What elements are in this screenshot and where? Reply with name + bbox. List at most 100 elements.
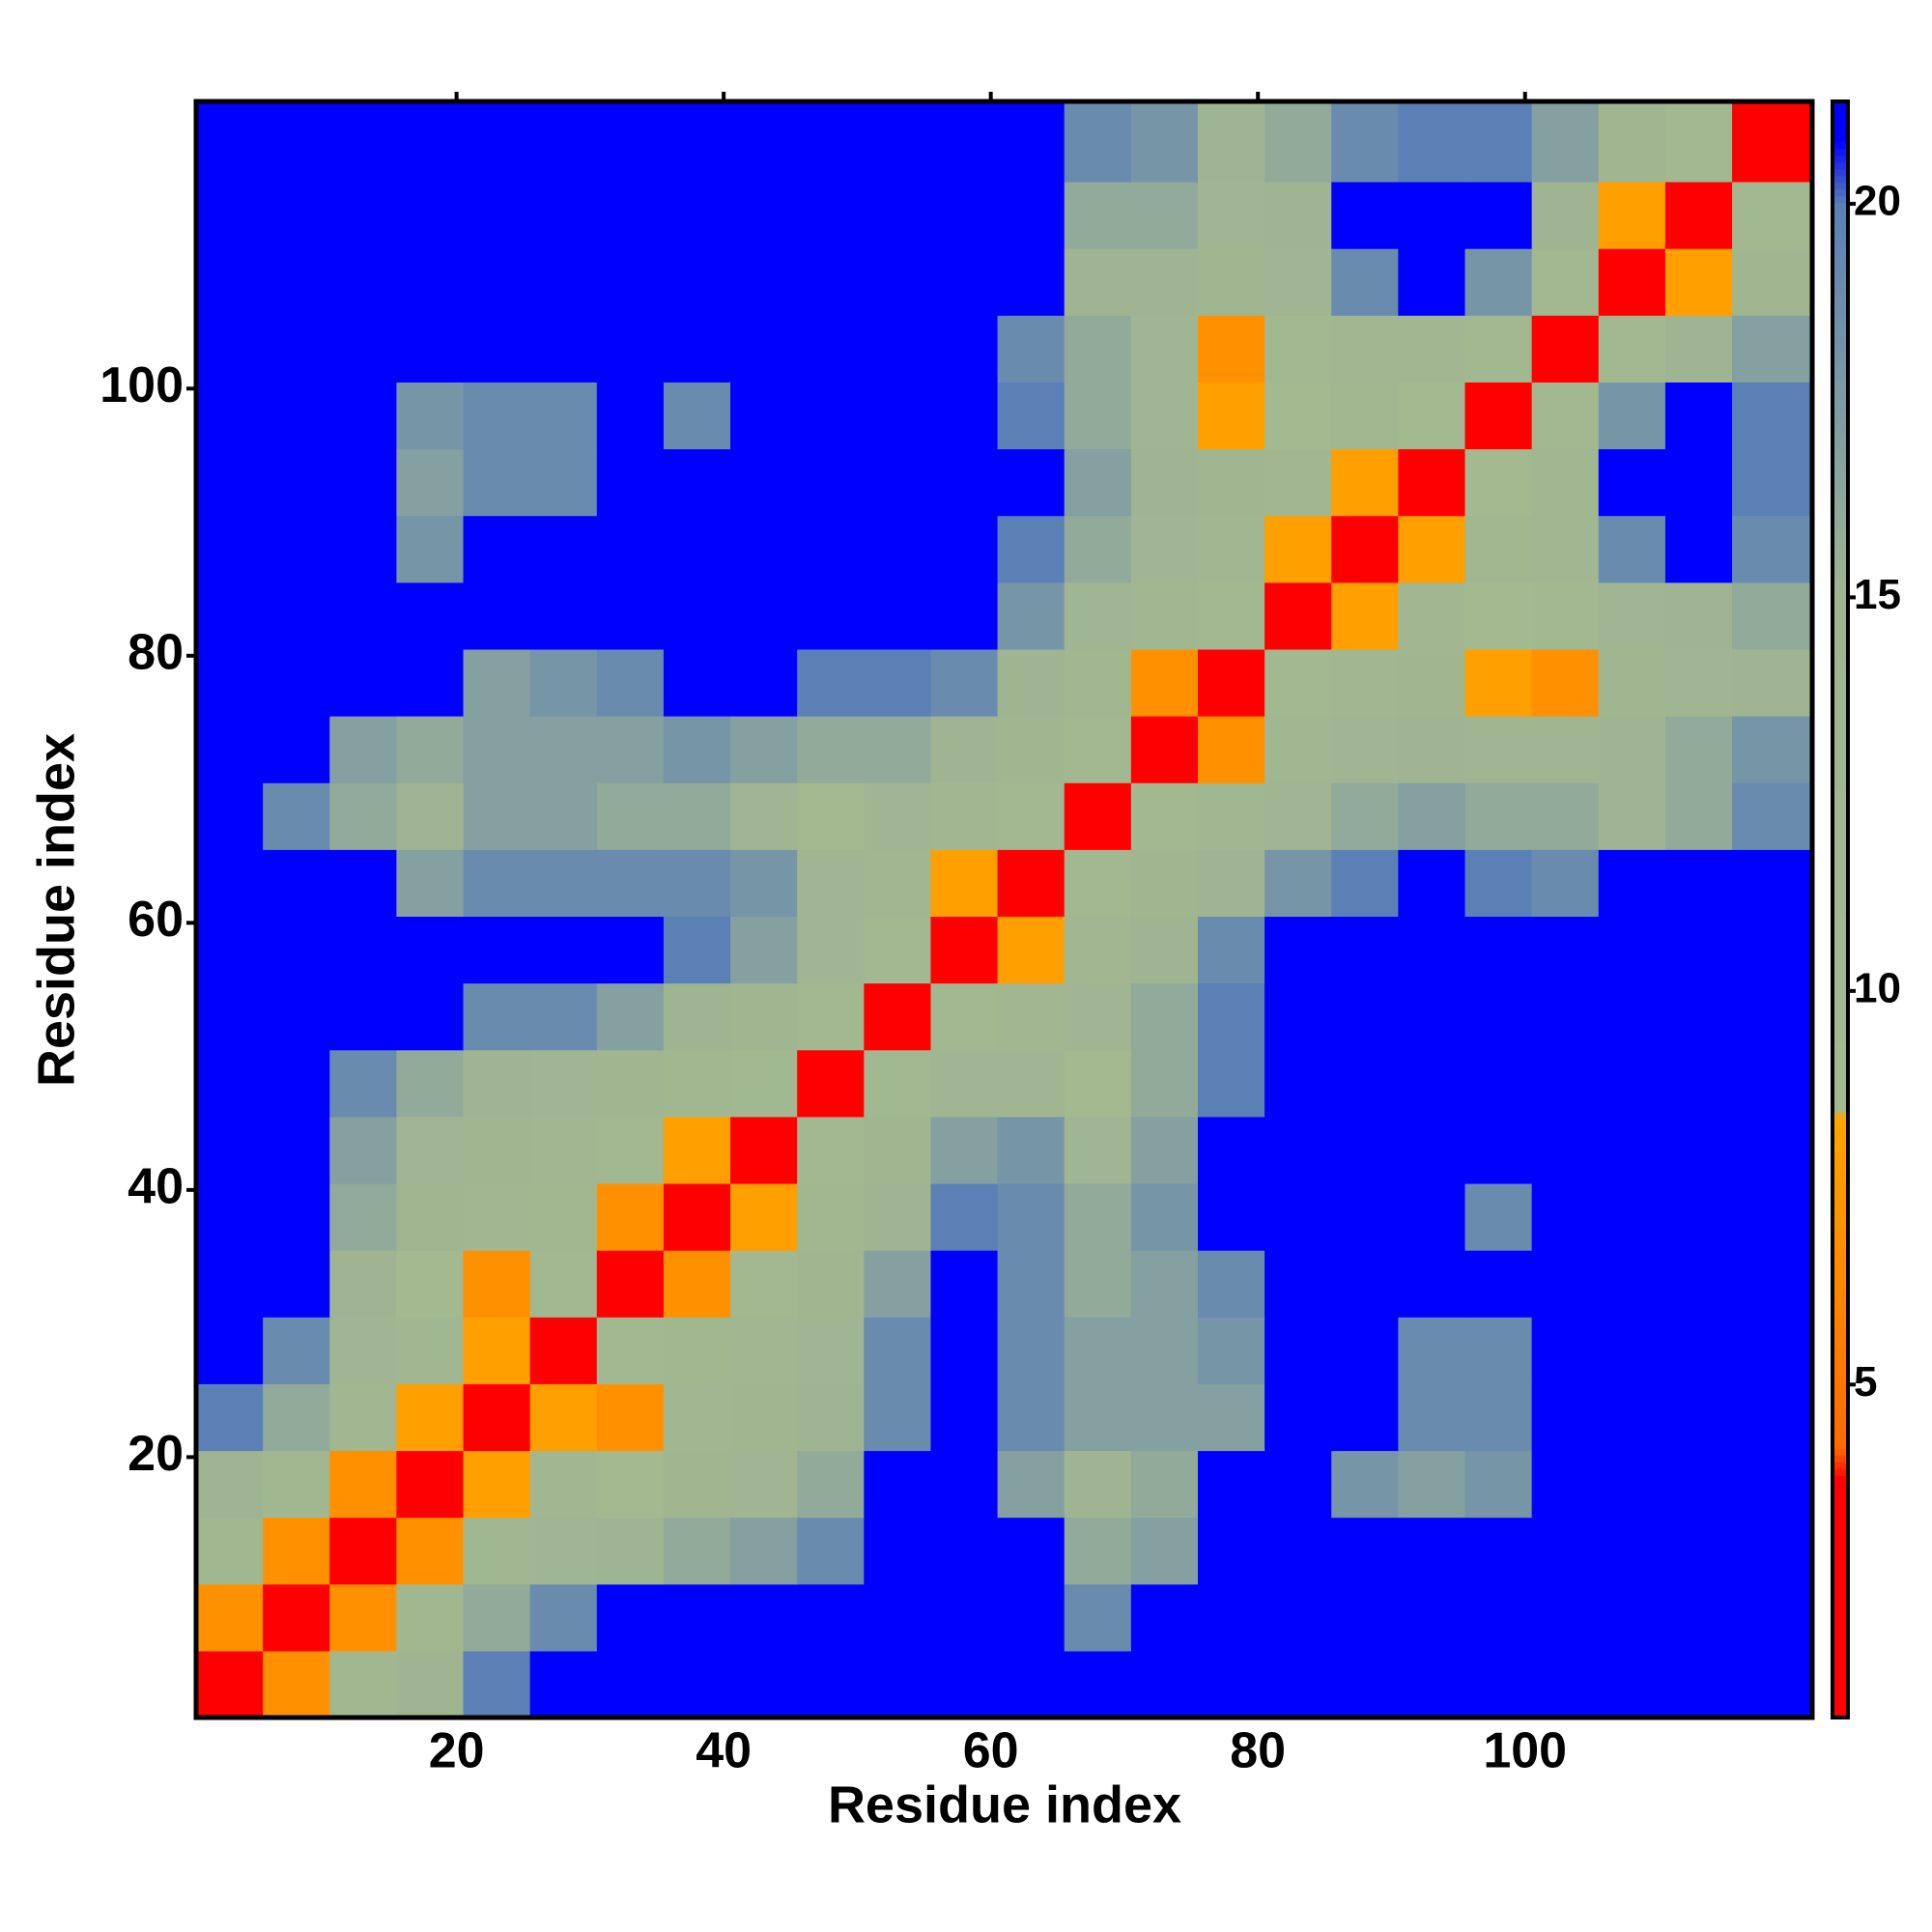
heatmap-cell	[1398, 849, 1466, 918]
colorbar-step	[1833, 141, 1848, 150]
heatmap-cell	[1264, 181, 1332, 249]
heatmap-cell	[997, 382, 1065, 450]
heatmap-cell	[864, 1049, 932, 1118]
colorbar-step	[1833, 343, 1848, 352]
heatmap-cell	[596, 382, 665, 450]
heatmap-cell	[263, 448, 330, 517]
heatmap-cell	[1531, 248, 1600, 316]
heatmap-cell	[1732, 1517, 1813, 1585]
heatmap-cell	[663, 782, 731, 850]
heatmap-cell	[1464, 782, 1533, 850]
colorbar-step	[1833, 1272, 1848, 1281]
heatmap-cell	[329, 716, 397, 783]
colorbar-step	[1833, 546, 1848, 554]
heatmap-cell	[1732, 1049, 1813, 1118]
heatmap-cell	[396, 1116, 465, 1184]
colorbar-tick-label: 20	[1854, 178, 1901, 225]
heatmap-cell	[1664, 1650, 1733, 1719]
heatmap-cell	[1264, 1583, 1332, 1652]
heatmap-cell	[596, 1116, 665, 1184]
heatmap-cell	[1464, 849, 1533, 918]
heatmap-cell	[1398, 1317, 1466, 1384]
heatmap-cell	[529, 782, 598, 850]
colorbar-step	[1833, 1515, 1848, 1523]
heatmap-cell	[196, 315, 264, 383]
heatmap-cell	[1264, 515, 1332, 583]
heatmap-cell	[396, 582, 465, 650]
heatmap-cell	[1464, 1583, 1533, 1652]
heatmap-cell	[396, 849, 465, 918]
heatmap-cell	[1464, 1650, 1533, 1719]
heatmap-cell	[1732, 582, 1813, 650]
heatmap-cell	[1197, 1250, 1265, 1318]
heatmap-cell	[1531, 782, 1600, 850]
heatmap-cell	[396, 448, 465, 517]
heatmap-cell	[1464, 248, 1533, 316]
heatmap-cell	[797, 248, 865, 316]
heatmap-cell	[329, 648, 397, 717]
heatmap-cell	[930, 648, 999, 717]
heatmap-cell	[329, 315, 397, 383]
heatmap-cell	[730, 315, 798, 383]
heatmap-cell	[463, 849, 531, 918]
heatmap-cell	[1598, 448, 1666, 517]
heatmap-cell	[263, 916, 330, 984]
heatmap-cell	[263, 716, 330, 783]
heatmap-cell	[329, 101, 397, 183]
heatmap-cell	[1732, 1650, 1813, 1719]
colorbar-step	[1833, 1192, 1848, 1200]
heatmap-cell	[730, 1450, 798, 1519]
heatmap-cell	[596, 1049, 665, 1118]
colorbar-step	[1833, 1064, 1848, 1072]
colorbar-step	[1833, 1145, 1848, 1153]
colorbar-step	[1833, 559, 1848, 567]
heatmap-cell	[1331, 1317, 1399, 1384]
heatmap-cell	[1732, 448, 1813, 517]
heatmap-cell	[1398, 448, 1466, 517]
colorbar-step	[1833, 1353, 1848, 1362]
colorbar-step	[1833, 1380, 1848, 1389]
colorbar-step	[1833, 977, 1848, 984]
heatmap-cell	[1664, 1317, 1733, 1384]
colorbar-step	[1833, 1521, 1848, 1530]
colorbar-step	[1833, 936, 1848, 944]
heatmap-cell	[329, 248, 397, 316]
colorbar-step	[1833, 478, 1848, 486]
heatmap-cell	[596, 849, 665, 918]
heatmap-cell	[1064, 782, 1132, 850]
y-tick-label: 40	[128, 1159, 184, 1215]
heatmap-cell	[329, 582, 397, 650]
heatmap-cell	[1664, 1517, 1733, 1585]
heatmap-cell	[463, 716, 531, 783]
heatmap-cell	[1732, 916, 1813, 984]
heatmap-cell	[329, 1250, 397, 1318]
colorbar-step	[1833, 1677, 1848, 1685]
colorbar-frame	[1831, 99, 1850, 1719]
colorbar-step	[1833, 741, 1848, 749]
heatmap-cell	[730, 582, 798, 650]
colorbar-step	[1833, 694, 1848, 702]
colorbar-step	[1833, 1663, 1848, 1671]
heatmap-cell	[596, 1583, 665, 1652]
heatmap-cell	[1130, 1383, 1199, 1452]
heatmap-cell	[1464, 382, 1533, 450]
colorbar-step	[1833, 1259, 1848, 1267]
heatmap-cell	[1464, 1116, 1533, 1184]
heatmap-cell	[730, 716, 798, 783]
colorbar-step	[1833, 1179, 1848, 1186]
heatmap-cell	[730, 1583, 798, 1652]
heatmap-cell	[1264, 916, 1332, 984]
heatmap-cell	[1732, 101, 1813, 183]
heatmap-cell	[1464, 448, 1533, 517]
heatmap-cell	[730, 248, 798, 316]
heatmap-cell	[1398, 1450, 1466, 1519]
heatmap-cell	[1598, 782, 1666, 850]
heatmap-cell	[1664, 916, 1733, 984]
heatmap-cell	[997, 1583, 1065, 1652]
colorbar-step	[1833, 1172, 1848, 1179]
colorbar-step	[1833, 862, 1848, 870]
colorbar-step	[1833, 855, 1848, 864]
heatmap-cell	[329, 382, 397, 450]
colorbar-step	[1833, 707, 1848, 715]
heatmap-cell	[797, 315, 865, 383]
